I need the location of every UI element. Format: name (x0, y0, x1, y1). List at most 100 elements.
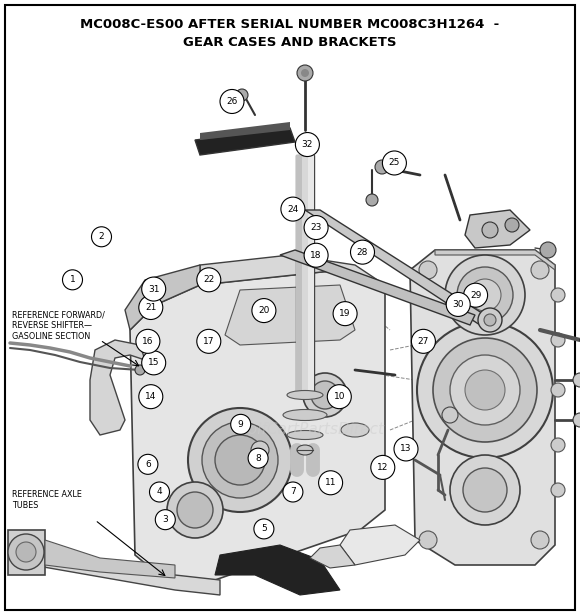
Polygon shape (125, 265, 200, 330)
Circle shape (457, 267, 513, 323)
Circle shape (301, 69, 309, 77)
Polygon shape (10, 538, 220, 595)
Circle shape (150, 482, 169, 502)
Circle shape (417, 322, 553, 458)
Polygon shape (308, 155, 314, 395)
Circle shape (311, 381, 339, 409)
Circle shape (482, 222, 498, 238)
Polygon shape (465, 210, 530, 248)
Ellipse shape (283, 410, 327, 421)
Circle shape (551, 483, 565, 497)
Circle shape (327, 384, 351, 409)
Circle shape (92, 227, 111, 247)
Text: 3: 3 (162, 515, 168, 524)
Circle shape (318, 470, 343, 495)
Polygon shape (8, 530, 45, 575)
Polygon shape (410, 250, 555, 565)
Circle shape (333, 301, 357, 326)
Circle shape (551, 383, 565, 397)
Text: 6: 6 (145, 460, 151, 469)
Polygon shape (200, 255, 385, 285)
Circle shape (295, 132, 320, 157)
Text: 17: 17 (203, 337, 215, 346)
Circle shape (281, 197, 305, 221)
Text: MC008C-ES00 AFTER SERIAL NUMBER MC008C3H1264  -
GEAR CASES AND BRACKETS: MC008C-ES00 AFTER SERIAL NUMBER MC008C3H… (81, 18, 499, 49)
Circle shape (155, 510, 175, 530)
Circle shape (303, 373, 347, 417)
Text: 8: 8 (255, 454, 261, 462)
Circle shape (215, 435, 265, 485)
Polygon shape (435, 250, 555, 270)
Text: GolfCartPartsDirect: GolfCartPartsDirect (236, 423, 384, 437)
Text: 4: 4 (157, 488, 162, 496)
Text: 28: 28 (357, 248, 368, 256)
Text: 22: 22 (203, 276, 215, 284)
Ellipse shape (341, 423, 369, 437)
Circle shape (254, 519, 274, 539)
Polygon shape (225, 285, 355, 345)
Polygon shape (195, 128, 295, 155)
Circle shape (142, 277, 166, 301)
Polygon shape (45, 540, 175, 578)
Circle shape (463, 283, 488, 308)
Circle shape (236, 89, 248, 101)
Circle shape (531, 261, 549, 279)
Circle shape (304, 215, 328, 240)
Circle shape (252, 298, 276, 323)
Polygon shape (90, 340, 145, 435)
Circle shape (394, 437, 418, 461)
Circle shape (411, 329, 436, 354)
Ellipse shape (287, 391, 323, 400)
Circle shape (450, 455, 520, 525)
Circle shape (442, 407, 458, 423)
Text: 24: 24 (287, 205, 299, 213)
Circle shape (197, 329, 221, 354)
Circle shape (135, 365, 145, 375)
Polygon shape (310, 545, 355, 568)
Circle shape (136, 329, 160, 354)
Text: 1: 1 (70, 276, 75, 284)
Text: 10: 10 (334, 392, 345, 401)
Circle shape (251, 441, 269, 459)
Polygon shape (305, 210, 485, 325)
Text: 16: 16 (142, 337, 154, 346)
Circle shape (573, 413, 580, 427)
Text: 32: 32 (302, 140, 313, 149)
Circle shape (551, 288, 565, 302)
Circle shape (446, 292, 470, 317)
Text: 31: 31 (148, 285, 160, 293)
Text: 7: 7 (290, 488, 296, 496)
Ellipse shape (287, 430, 323, 440)
Text: 27: 27 (418, 337, 429, 346)
Text: 15: 15 (148, 359, 160, 367)
Circle shape (531, 531, 549, 549)
Circle shape (231, 415, 251, 434)
Text: 19: 19 (339, 309, 351, 318)
Circle shape (463, 468, 507, 512)
Circle shape (188, 408, 292, 512)
Circle shape (484, 314, 496, 326)
Polygon shape (200, 122, 290, 140)
Circle shape (450, 355, 520, 425)
Circle shape (63, 270, 82, 290)
Polygon shape (280, 250, 475, 325)
Circle shape (433, 338, 537, 442)
Circle shape (283, 482, 303, 502)
Circle shape (177, 492, 213, 528)
Circle shape (419, 261, 437, 279)
Circle shape (16, 542, 36, 562)
Text: 18: 18 (310, 251, 322, 260)
Text: 26: 26 (226, 97, 238, 106)
Circle shape (469, 279, 501, 311)
Circle shape (202, 422, 278, 498)
Text: 2: 2 (99, 232, 104, 241)
Circle shape (350, 240, 375, 264)
Circle shape (505, 218, 519, 232)
Circle shape (248, 448, 268, 468)
Text: REFERENCE FORWARD/
REVERSE SHIFTER—
GASOLINE SECTION: REFERENCE FORWARD/ REVERSE SHIFTER— GASO… (12, 310, 105, 341)
Circle shape (220, 89, 244, 114)
Circle shape (142, 351, 166, 375)
Circle shape (371, 455, 395, 480)
Circle shape (478, 308, 502, 332)
Circle shape (419, 531, 437, 549)
